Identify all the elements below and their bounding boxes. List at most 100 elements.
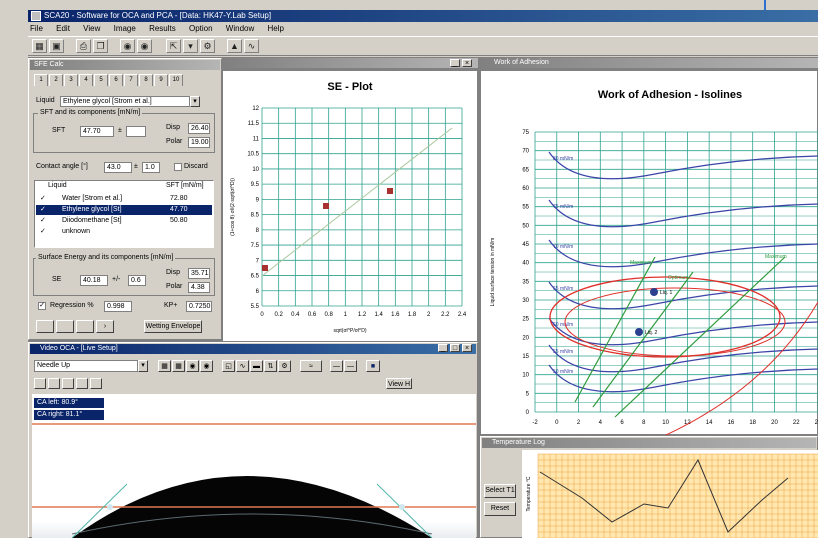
row-liquid-name: Diiodomethane [St]	[62, 217, 122, 224]
tab-6[interactable]: 6	[109, 74, 123, 86]
image-tool-4-icon[interactable]: ◉	[200, 360, 213, 372]
nav-first-button[interactable]	[36, 320, 54, 333]
image-close-button[interactable]: ×	[462, 344, 472, 352]
settings-icon[interactable]: ⚙	[200, 39, 215, 53]
tab-9[interactable]: 9	[154, 74, 168, 86]
row-sft-value: 72.80	[170, 195, 188, 202]
menu-edit[interactable]: Edit	[56, 24, 70, 33]
image-tool-10-icon[interactable]: ≈	[300, 360, 322, 372]
camera-icon[interactable]: ◉	[120, 39, 135, 53]
sfe-polar-field[interactable]: 4.38	[188, 282, 210, 293]
image-tool-6-icon[interactable]: ∿	[236, 360, 249, 372]
menu-window[interactable]: Window	[225, 24, 255, 33]
se-close-button[interactable]: ×	[462, 59, 472, 67]
tab-2[interactable]: 2	[49, 74, 63, 86]
sfe-disp-field[interactable]: 35.71	[188, 268, 210, 279]
sfe-dev-field[interactable]: 0.6	[128, 275, 146, 286]
tab-10[interactable]: 10	[169, 74, 183, 86]
regression-field[interactable]: 0.998	[104, 301, 132, 312]
image-tool-3-icon[interactable]: ◉	[186, 360, 199, 372]
camera-select[interactable]: Needle Up	[34, 360, 138, 372]
image-tool-1-icon[interactable]: ▦	[158, 360, 171, 372]
image-small-5-button[interactable]	[90, 378, 102, 389]
liquid-row[interactable]: ✓ Water [Strom et al.] 72.80	[36, 194, 212, 204]
liquid-row[interactable]: ✓ Ethylene glycol [St] 47.70	[36, 205, 212, 215]
image-small-2-button[interactable]	[48, 378, 60, 389]
open-file-icon[interactable]: ▦	[32, 39, 47, 53]
menu-image[interactable]: Image	[113, 24, 136, 33]
discard-checkbox[interactable]	[174, 163, 182, 171]
se-minimize-button[interactable]: _	[450, 59, 460, 67]
wave-icon[interactable]: ∿	[244, 39, 259, 53]
app-icon[interactable]	[31, 11, 41, 21]
tab-8[interactable]: 8	[139, 74, 153, 86]
menu-view[interactable]: View	[83, 24, 101, 33]
sft-value-field[interactable]: 47.70	[80, 126, 114, 137]
wetting-envelope-button[interactable]: Wetting Envelope	[144, 320, 202, 333]
row-check-icon[interactable]: ✓	[40, 206, 46, 213]
drop-profile	[32, 423, 476, 538]
nav-last-button[interactable]: ›	[96, 320, 114, 333]
sfe-value-field[interactable]: 40.18	[80, 275, 108, 286]
contact-angle-field[interactable]: 43.0	[104, 162, 132, 173]
tab-3[interactable]: 3	[64, 74, 78, 86]
camera-dropdown-button[interactable]: ▾	[138, 360, 148, 372]
image-tool-11-icon[interactable]: —	[330, 360, 343, 372]
image-tool-9-icon[interactable]: ⚙	[278, 360, 291, 372]
tab-1[interactable]: 1	[34, 74, 48, 86]
sft-polar-field[interactable]: 19.00	[188, 137, 210, 148]
wa-green-label: Optimum	[668, 275, 688, 281]
chart-icon[interactable]: ▲	[227, 39, 242, 53]
tab-4[interactable]: 4	[79, 74, 93, 86]
image-tool-7-icon[interactable]: ▬	[250, 360, 263, 372]
menu-results[interactable]: Results	[149, 24, 176, 33]
measure-icon[interactable]: ▾	[183, 39, 198, 53]
sfe-polar-label: Polar	[166, 283, 183, 290]
wa-x-tick: 8	[642, 420, 646, 426]
menu-file[interactable]: File	[30, 24, 43, 33]
image-maximize-button[interactable]: □	[450, 344, 460, 352]
liquid-dropdown-button[interactable]: ▾	[190, 96, 200, 107]
tab-5[interactable]: 5	[94, 74, 108, 86]
image-tool-12-icon[interactable]: —	[344, 360, 357, 372]
image-tool-5-icon[interactable]: ◱	[222, 360, 235, 372]
image-tool-13-icon[interactable]: ■	[366, 360, 380, 372]
view-h-button[interactable]: View H	[386, 378, 412, 389]
liquid-select[interactable]: Ethylene glycol [Strom et al.]	[60, 96, 190, 107]
liquid-row[interactable]: ✓ unknown	[36, 227, 212, 237]
image-minimize-button[interactable]: _	[438, 344, 448, 352]
sft-sub-field[interactable]	[126, 126, 146, 137]
image-tool-8-icon[interactable]: ⇅	[264, 360, 277, 372]
image-small-3-button[interactable]	[62, 378, 74, 389]
row-check-icon[interactable]: ✓	[40, 217, 46, 224]
print-icon[interactable]: ⎙	[76, 39, 91, 53]
wa-x-tick: 4	[599, 420, 603, 426]
nav-prev-button[interactable]	[56, 320, 74, 333]
tab-7[interactable]: 7	[124, 74, 138, 86]
wa-liquid-label: Liq. 2	[645, 330, 657, 336]
liquid-row[interactable]: ✓ Diiodomethane [St] 50.80	[36, 216, 212, 226]
nav-next-button[interactable]	[76, 320, 94, 333]
se-x-tick: 1.8	[408, 312, 417, 318]
video-icon[interactable]: ◉	[137, 39, 152, 53]
wa-red-ellipse	[549, 276, 781, 358]
save-icon[interactable]: ▣	[49, 39, 64, 53]
se-plot-titlebar	[222, 58, 478, 68]
wa-isoline	[548, 239, 818, 268]
sft-disp-field[interactable]: 26.40	[188, 123, 210, 134]
copy-icon[interactable]: ❐	[93, 39, 108, 53]
regression-checkbox[interactable]: ✓	[38, 302, 46, 310]
reset-button[interactable]: Reset	[484, 502, 516, 516]
image-small-4-button[interactable]	[76, 378, 88, 389]
row-check-icon[interactable]: ✓	[40, 195, 46, 202]
kpa-field[interactable]: 0.7250	[186, 301, 212, 312]
sfe-disp-label: Disp	[166, 269, 181, 276]
image-tool-2-icon[interactable]: ▦	[172, 360, 185, 372]
select-t1-button[interactable]: Select T1	[484, 484, 516, 498]
menu-option[interactable]: Option	[188, 24, 213, 33]
row-check-icon[interactable]: ✓	[40, 228, 46, 235]
contact-angle-dev-field[interactable]: 1.0	[142, 162, 160, 173]
image-small-1-button[interactable]	[34, 378, 46, 389]
menu-help[interactable]: Help	[267, 24, 284, 33]
zoom-icon[interactable]: ⇱	[166, 39, 181, 53]
